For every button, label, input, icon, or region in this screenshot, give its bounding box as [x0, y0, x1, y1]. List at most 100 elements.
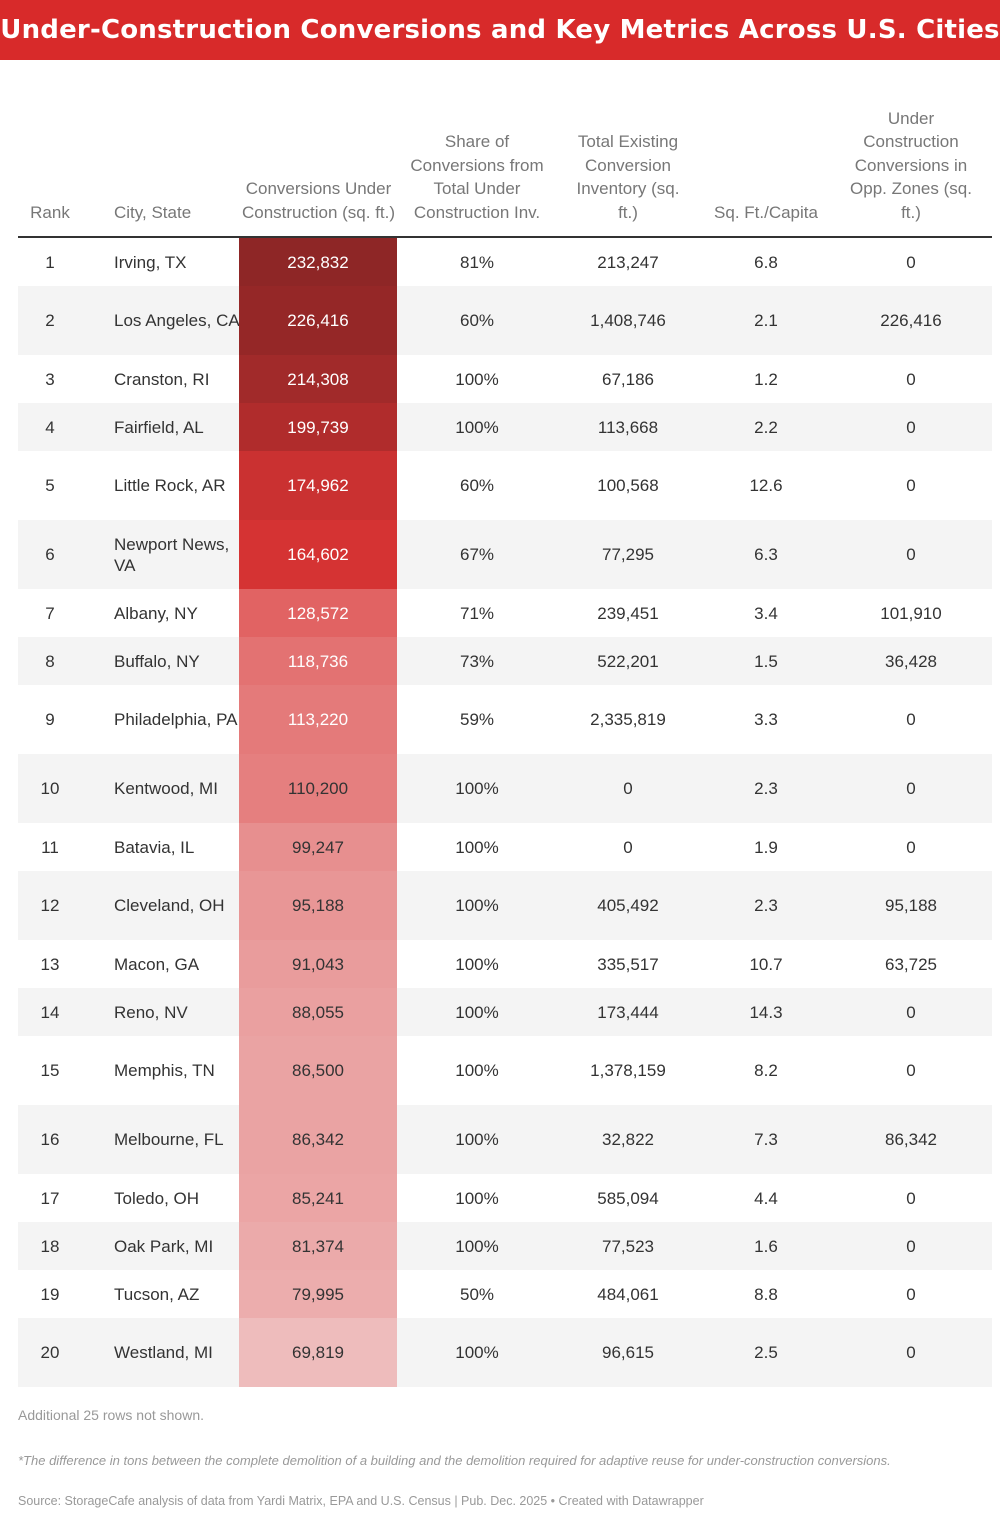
cell-per-capita: 8.2 [754, 1061, 778, 1080]
cell-per-capita: 3.4 [754, 603, 778, 623]
cell-per-capita: 4.4 [754, 1188, 778, 1208]
cell-opp-zones: 0 [906, 1061, 916, 1080]
cell-rank: 13 [40, 954, 60, 974]
cell-per-capita: 6.3 [754, 545, 778, 564]
cell-inventory: 522,201 [597, 651, 659, 671]
cell-inventory: 2,335,819 [590, 710, 666, 729]
cell-conversions: 86,342 [239, 1105, 397, 1174]
cell-inventory: 405,492 [597, 896, 659, 915]
cell-city: Melbourne, FL [114, 1130, 224, 1149]
cell-conversions: 164,602 [239, 520, 397, 589]
cell-conversions: 79,995 [239, 1270, 397, 1318]
cell-conversions: 81,374 [239, 1222, 397, 1270]
cell-city: Tucson, AZ [114, 1284, 200, 1304]
cell-share: 59% [459, 710, 495, 729]
cell-conversions: 95,188 [239, 871, 397, 940]
cell-inventory: 585,094 [597, 1188, 659, 1208]
cell-city: Fairfield, AL [114, 417, 204, 437]
cell-inventory: 213,247 [597, 252, 659, 272]
cell-share: 100% [455, 954, 499, 974]
table-row: 9 Philadelphia, PA 113,220 59% 2,335,819 3.3 0 [18, 685, 992, 754]
header-rank[interactable]: Rank [30, 202, 70, 222]
cell-share: 100% [455, 1236, 499, 1256]
cell-share: 81% [459, 252, 495, 272]
cell-conversions: 86,500 [239, 1036, 397, 1105]
header-opp-zones[interactable]: Under Construction Conversions in Opp. Z… [850, 108, 972, 222]
cell-opp-zones: 101,910 [880, 603, 942, 623]
cell-rank: 17 [40, 1188, 60, 1208]
cell-rank: 6 [45, 545, 55, 564]
cell-conversions: 85,241 [239, 1174, 397, 1222]
table-row: 10 Kentwood, MI 110,200 100% 0 2.3 0 [18, 754, 992, 823]
cell-city: Los Angeles, CA [114, 311, 240, 330]
cell-share: 100% [455, 417, 499, 437]
cell-rank: 3 [45, 369, 55, 389]
cell-conversions: 113,220 [239, 685, 397, 754]
cell-rank: 9 [45, 710, 55, 729]
cell-inventory: 77,523 [602, 1236, 654, 1256]
header-city[interactable]: City, State [114, 202, 192, 222]
table-row: 18 Oak Park, MI 81,374 100% 77,523 1.6 0 [18, 1222, 992, 1270]
cell-conversions: 232,832 [239, 238, 397, 286]
cell-per-capita: 3.3 [754, 710, 778, 729]
cell-share: 100% [455, 1188, 499, 1208]
cell-city: Cleveland, OH [114, 896, 225, 915]
cell-inventory: 1,378,159 [590, 1061, 666, 1080]
cell-per-capita: 1.6 [754, 1236, 778, 1256]
cell-share: 50% [459, 1284, 495, 1304]
cell-inventory: 32,822 [602, 1130, 654, 1149]
table-row: 4 Fairfield, AL 199,739 100% 113,668 2.2 0 [18, 403, 992, 451]
cell-city: Kentwood, MI [114, 779, 218, 798]
table-row: 2 Los Angeles, CA 226,416 60% 1,408,746 2.1 22… [18, 286, 992, 355]
cell-share: 100% [455, 896, 499, 915]
cell-per-capita: 2.2 [754, 417, 778, 437]
header-share[interactable]: Share of Conversions from Total Under Co… [410, 132, 544, 222]
cell-rank: 10 [40, 779, 60, 798]
cell-inventory: 335,517 [597, 954, 659, 974]
cell-share: 100% [455, 1002, 499, 1022]
cell-opp-zones: 0 [906, 1188, 916, 1208]
cell-inventory: 239,451 [597, 603, 659, 623]
cell-inventory: 77,295 [602, 545, 654, 564]
cell-share: 100% [455, 1130, 499, 1149]
cell-opp-zones: 0 [906, 710, 916, 729]
header-conversions[interactable]: Conversions Under Construction (sq. ft.) [241, 179, 396, 222]
cell-per-capita: 14.3 [749, 1002, 783, 1022]
cell-rank: 4 [45, 417, 55, 437]
cell-conversions: 88,055 [239, 988, 397, 1036]
cell-city: Philadelphia, PA [114, 710, 238, 729]
cell-rank: 12 [40, 896, 60, 915]
footnote: *The difference in tons between the comp… [18, 1453, 891, 1468]
cell-per-capita: 1.2 [754, 369, 778, 389]
table-row: 8 Buffalo, NY 118,736 73% 522,201 1.5 36,428 [18, 637, 992, 685]
cell-share: 100% [455, 369, 499, 389]
cell-rank: 1 [45, 252, 55, 272]
cell-share: 60% [459, 311, 495, 330]
cell-per-capita: 1.5 [754, 651, 778, 671]
cell-share: 73% [459, 651, 495, 671]
cell-conversions: 99,247 [239, 823, 397, 871]
header-inventory[interactable]: Total Existing Conversion Inventory (sq.… [576, 132, 680, 222]
table-row: 16 Melbourne, FL 86,342 100% 32,822 7.3 86,342 [18, 1105, 992, 1174]
cell-opp-zones: 0 [906, 1343, 916, 1362]
table-row: 11 Batavia, IL 99,247 100% 0 1.9 0 [18, 823, 992, 871]
cell-rank: 5 [45, 476, 55, 495]
cell-opp-zones: 0 [906, 369, 916, 389]
cell-inventory: 0 [623, 779, 633, 798]
cell-opp-zones: 0 [906, 545, 916, 564]
table-row: 6 Newport News, VA 164,602 67% 77,295 6.3 0 [18, 520, 992, 589]
cell-opp-zones: 0 [906, 252, 916, 272]
rows-hidden-note: Additional 25 rows not shown. [18, 1407, 204, 1423]
cell-per-capita: 7.3 [754, 1130, 778, 1149]
cell-share: 100% [455, 779, 499, 798]
cell-inventory: 0 [623, 837, 633, 857]
cell-inventory: 173,444 [597, 1002, 659, 1022]
cell-rank: 2 [45, 311, 55, 330]
cell-rank: 18 [40, 1236, 60, 1256]
cell-opp-zones: 36,428 [885, 651, 937, 671]
table-row: 20 Westland, MI 69,819 100% 96,615 2.5 0 [18, 1318, 992, 1387]
header-per-capita[interactable]: Sq. Ft./Capita [714, 202, 818, 222]
cell-conversions: 128,572 [239, 589, 397, 637]
cell-share: 100% [455, 1343, 499, 1362]
cell-rank: 14 [40, 1002, 60, 1022]
